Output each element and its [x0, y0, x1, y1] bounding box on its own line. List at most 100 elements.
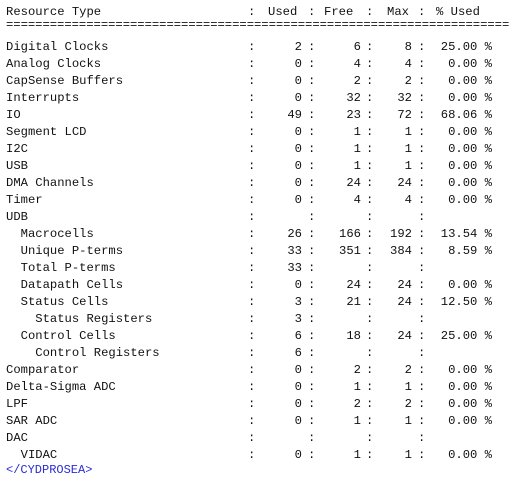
column-separator: :: [248, 397, 256, 411]
column-separator: :: [248, 159, 256, 173]
header-colon: :: [248, 5, 256, 19]
cell-used: 33: [287, 244, 302, 258]
cell-pct: 0.00 %: [448, 278, 492, 292]
cell-pct: 12.50 %: [440, 295, 492, 309]
column-separator: :: [248, 346, 256, 360]
cell-free: 1: [353, 414, 361, 428]
column-separator: :: [366, 40, 374, 54]
cell-max: 32: [397, 91, 412, 105]
cell-max: 1: [404, 380, 412, 394]
cell-max: 8: [404, 40, 412, 54]
column-separator: :: [308, 397, 316, 411]
resource-name: IO: [6, 108, 21, 122]
resource-name: Control Cells: [6, 329, 116, 343]
column-separator: :: [308, 210, 316, 224]
cell-pct: 0.00 %: [448, 380, 492, 394]
header-used: Used: [268, 5, 298, 19]
cell-used: 0: [294, 57, 302, 71]
column-separator: :: [248, 142, 256, 156]
resource-name: USB: [6, 159, 28, 173]
cell-free: 4: [353, 193, 361, 207]
table-row: Control Cells::::6 18 24 25.00 %: [6, 329, 517, 346]
cell-pct: 68.06 %: [440, 108, 492, 122]
column-separator: :: [366, 108, 374, 122]
table-row: I2C::::0 1 1 0.00 %: [6, 142, 517, 159]
column-separator: :: [366, 295, 374, 309]
column-separator: :: [418, 295, 426, 309]
resource-name: Timer: [6, 193, 43, 207]
column-separator: :: [308, 261, 316, 275]
cell-pct: 25.00 %: [440, 329, 492, 343]
column-separator: :: [418, 142, 426, 156]
column-separator: :: [418, 57, 426, 71]
column-separator: :: [418, 159, 426, 173]
resource-name: DMA Channels: [6, 176, 94, 190]
cell-pct: 0.00 %: [448, 159, 492, 173]
table-row: DAC::::: [6, 431, 517, 448]
cell-max: 192: [390, 227, 412, 241]
column-separator: :: [366, 363, 374, 377]
table-row: Comparator::::0 2 2 0.00 %: [6, 363, 517, 380]
header-colon: :: [366, 5, 374, 19]
resource-name: Status Registers: [6, 312, 153, 326]
resource-name: Macrocells: [6, 227, 94, 241]
column-separator: :: [418, 176, 426, 190]
column-separator: :: [248, 363, 256, 377]
cell-used: 0: [294, 159, 302, 173]
column-separator: :: [366, 414, 374, 428]
table-row: Delta-Sigma ADC::::0 1 1 0.00 %: [6, 380, 517, 397]
cell-free: 351: [339, 244, 361, 258]
resource-name: I2C: [6, 142, 28, 156]
cell-max: 4: [404, 57, 412, 71]
column-separator: :: [308, 346, 316, 360]
column-separator: :: [248, 244, 256, 258]
resource-name: SAR ADC: [6, 414, 58, 428]
header-separator-row: ========================================…: [6, 18, 517, 36]
column-separator: :: [418, 431, 426, 445]
column-separator: :: [418, 210, 426, 224]
cell-free: 2: [353, 74, 361, 88]
cell-pct: 0.00 %: [448, 414, 492, 428]
cell-pct: 0.00 %: [448, 74, 492, 88]
column-separator: :: [418, 312, 426, 326]
column-separator: :: [366, 142, 374, 156]
cell-free: 1: [353, 159, 361, 173]
cell-max: 1: [404, 448, 412, 462]
cell-max: 24: [397, 176, 412, 190]
cell-max: 384: [390, 244, 412, 258]
column-separator: :: [418, 346, 426, 360]
cell-used: 0: [294, 125, 302, 139]
column-separator: :: [308, 312, 316, 326]
cell-pct: 0.00 %: [448, 57, 492, 71]
table-row: Datapath Cells::::0 24 24 0.00 %: [6, 278, 517, 295]
column-separator: :: [418, 448, 426, 462]
cell-used: 33: [287, 261, 302, 275]
cell-free: 1: [353, 142, 361, 156]
column-separator: :: [418, 91, 426, 105]
column-separator: :: [308, 295, 316, 309]
header-colon: :: [308, 5, 316, 19]
cell-free: 24: [346, 176, 361, 190]
column-separator: :: [418, 329, 426, 343]
cell-used: 0: [294, 91, 302, 105]
cell-used: 3: [294, 312, 302, 326]
column-separator: :: [248, 414, 256, 428]
resource-name: Segment LCD: [6, 125, 87, 139]
cell-free: 1: [353, 380, 361, 394]
resource-name: Interrupts: [6, 91, 80, 105]
column-separator: :: [366, 74, 374, 88]
column-separator: :: [418, 108, 426, 122]
cell-max: 2: [404, 363, 412, 377]
cell-pct: 25.00 %: [440, 40, 492, 54]
column-separator: :: [308, 431, 316, 445]
cell-pct: 0.00 %: [448, 397, 492, 411]
column-separator: :: [308, 159, 316, 173]
cell-used: 3: [294, 295, 302, 309]
column-separator: :: [248, 74, 256, 88]
cell-free: 32: [346, 91, 361, 105]
clipped-next-line: </CYDPROSEA>: [6, 463, 93, 477]
column-separator: :: [366, 397, 374, 411]
cell-used: 6: [294, 329, 302, 343]
cell-max: 24: [397, 278, 412, 292]
column-separator: :: [418, 244, 426, 258]
